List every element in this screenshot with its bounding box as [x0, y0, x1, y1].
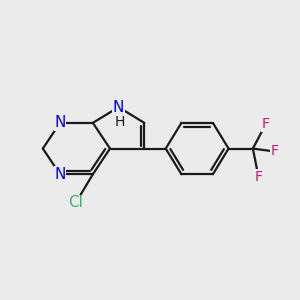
Text: N: N — [54, 167, 66, 182]
Text: N: N — [54, 116, 66, 130]
Text: F: F — [255, 170, 262, 184]
Text: N: N — [113, 100, 124, 115]
Text: H: H — [115, 115, 125, 129]
Text: F: F — [270, 144, 278, 158]
Text: F: F — [262, 117, 270, 131]
Text: Cl: Cl — [68, 195, 83, 210]
